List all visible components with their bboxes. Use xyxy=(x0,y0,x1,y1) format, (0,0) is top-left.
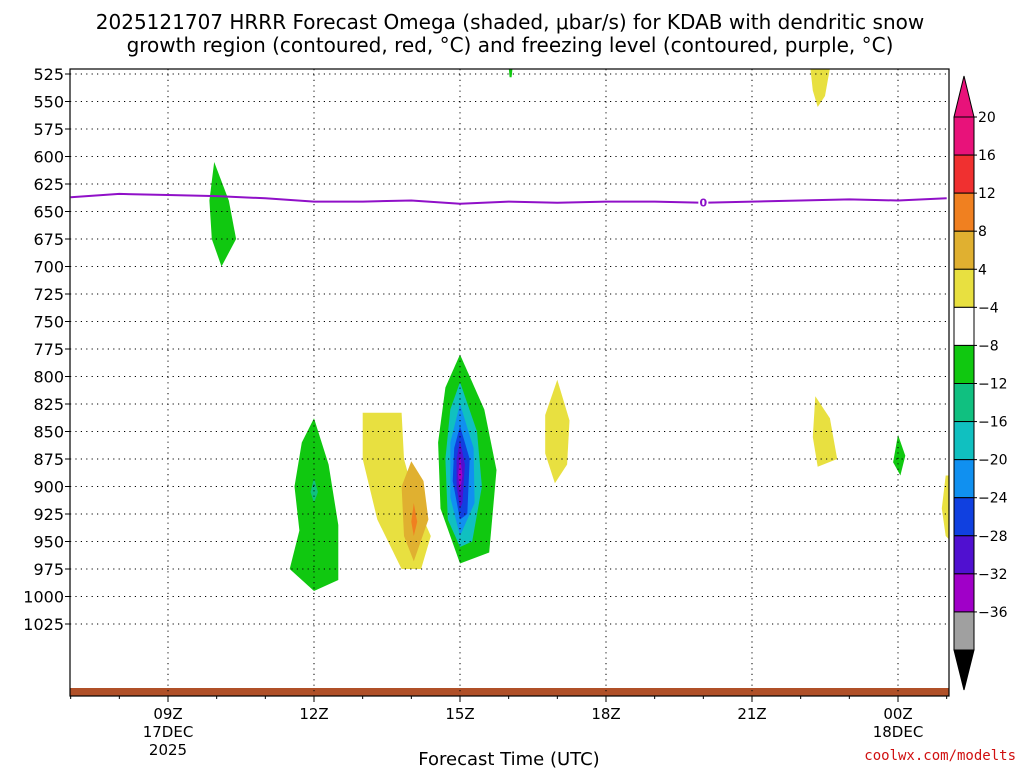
colorbar-swatch-6 xyxy=(953,344,975,384)
x-tick-label-1: 12Z xyxy=(299,705,328,723)
colorbar-top-arrow xyxy=(953,75,975,118)
green-cell-10z xyxy=(209,162,237,267)
colorbar-swatch-8 xyxy=(953,421,975,461)
x-tick-year-0: 2025 xyxy=(149,741,187,759)
colorbar-swatch-7 xyxy=(953,383,975,423)
colorbar-swatch-5 xyxy=(953,306,975,346)
yellow-cell-2230z xyxy=(812,396,838,467)
y-tick-label-700: 700 xyxy=(33,258,64,277)
colorbar-label-3: 8 xyxy=(978,224,987,240)
plot-frame xyxy=(69,68,950,697)
y-tick-label-875: 875 xyxy=(33,450,64,469)
x-axis-label: Forecast Time (UTC) xyxy=(418,749,599,768)
green-spot-00z xyxy=(893,434,906,476)
colorbar-swatch-12 xyxy=(953,573,975,613)
colorbar-swatch-11 xyxy=(953,535,975,575)
colorbar-label-6: −8 xyxy=(978,338,999,354)
colorbar-label-2: 12 xyxy=(978,186,996,202)
colorbar-label-0: 20 xyxy=(978,110,996,126)
colorbar-swatch-0 xyxy=(953,116,975,156)
y-tick-label-1025: 1025 xyxy=(23,615,64,634)
colorbar-label-11: −28 xyxy=(978,529,1008,545)
yellow-cell-2230z-top xyxy=(810,69,830,107)
red-spot-14z xyxy=(411,503,418,536)
freezing-level-contour: 0 xyxy=(70,192,947,210)
colorbar-label-13: −36 xyxy=(978,605,1008,621)
yellow-edge-01z xyxy=(941,475,949,540)
colorbar-swatch-2 xyxy=(953,192,975,232)
colorbar-swatch-13 xyxy=(953,611,975,651)
omega-shading xyxy=(70,69,949,696)
y-tick-label-775: 775 xyxy=(33,340,64,359)
colorbar-label-12: −32 xyxy=(978,567,1008,583)
x-tick-label-0: 09Z xyxy=(153,705,182,723)
colorbar-label-5: −4 xyxy=(978,300,999,316)
colorbar-label-10: −24 xyxy=(978,491,1008,507)
green-cell-12z xyxy=(289,418,339,591)
purple-core-15z xyxy=(458,455,463,492)
y-tick-label-900: 900 xyxy=(33,478,64,497)
y-tick-label-975: 975 xyxy=(33,560,64,579)
colorbar: 20 16 12 8 4 −4 −8 −12 −16 −20 −24 −28 −32 −36 xyxy=(953,75,1008,691)
y-tick-label-675: 675 xyxy=(33,230,64,249)
pressure-axis: 525 550 575 600 625 650 675 700 725 750 775 800 825 8… xyxy=(23,65,70,634)
x-tick-label-5: 00Z xyxy=(883,705,912,723)
y-tick-label-850: 850 xyxy=(33,423,64,442)
chart-title-line2: growth region (contoured, red, °C) and f… xyxy=(127,33,894,57)
freezing-label-bg xyxy=(698,195,709,210)
y-tick-label-575: 575 xyxy=(33,120,64,139)
colorbar-label-7: −12 xyxy=(978,377,1008,393)
yellow-cell-17z xyxy=(545,379,570,484)
x-tick-label-3: 18Z xyxy=(591,705,620,723)
chart-title-line1: 2025121707 HRRR Forecast Omega (shaded, … xyxy=(96,10,924,34)
y-tick-label-950: 950 xyxy=(33,533,64,552)
colorbar-label-1: 16 xyxy=(978,148,996,164)
y-tick-label-525: 525 xyxy=(33,65,64,84)
x-tick-label-4: 21Z xyxy=(737,705,766,723)
colorbar-label-8: −16 xyxy=(978,415,1008,431)
colorbar-swatch-3 xyxy=(953,230,975,270)
x-tick-date-5: 18DEC xyxy=(873,723,924,741)
grid-lines xyxy=(70,69,949,696)
colorbar-swatch-4 xyxy=(953,268,975,308)
y-tick-label-1000: 1000 xyxy=(23,588,64,607)
y-tick-label-725: 725 xyxy=(33,285,64,304)
colorbar-swatch-9 xyxy=(953,459,975,499)
freezing-level-label: 0 xyxy=(700,197,708,210)
colorbar-swatch-10 xyxy=(953,497,975,537)
y-tick-label-550: 550 xyxy=(33,93,64,112)
y-tick-label-600: 600 xyxy=(33,148,64,167)
colorbar-bottom-arrow xyxy=(953,649,975,691)
freezing-level-line xyxy=(70,192,947,205)
colorbar-label-9: −20 xyxy=(978,453,1008,469)
colorbar-swatch-1 xyxy=(953,154,975,194)
y-tick-label-750: 750 xyxy=(33,313,64,332)
credit-text: coolwx.com/modelts xyxy=(864,748,1016,764)
x-tick-date-0: 17DEC xyxy=(143,723,194,741)
y-tick-label-625: 625 xyxy=(33,175,64,194)
surface-band xyxy=(70,688,949,696)
y-tick-label-825: 825 xyxy=(33,395,64,414)
colorbar-label-4: 4 xyxy=(978,262,987,278)
y-tick-label-800: 800 xyxy=(33,368,64,387)
x-tick-label-2: 15Z xyxy=(445,705,474,723)
y-tick-label-650: 650 xyxy=(33,203,64,222)
y-tick-label-925: 925 xyxy=(33,505,64,524)
green-spot-1630z-top xyxy=(508,69,513,78)
